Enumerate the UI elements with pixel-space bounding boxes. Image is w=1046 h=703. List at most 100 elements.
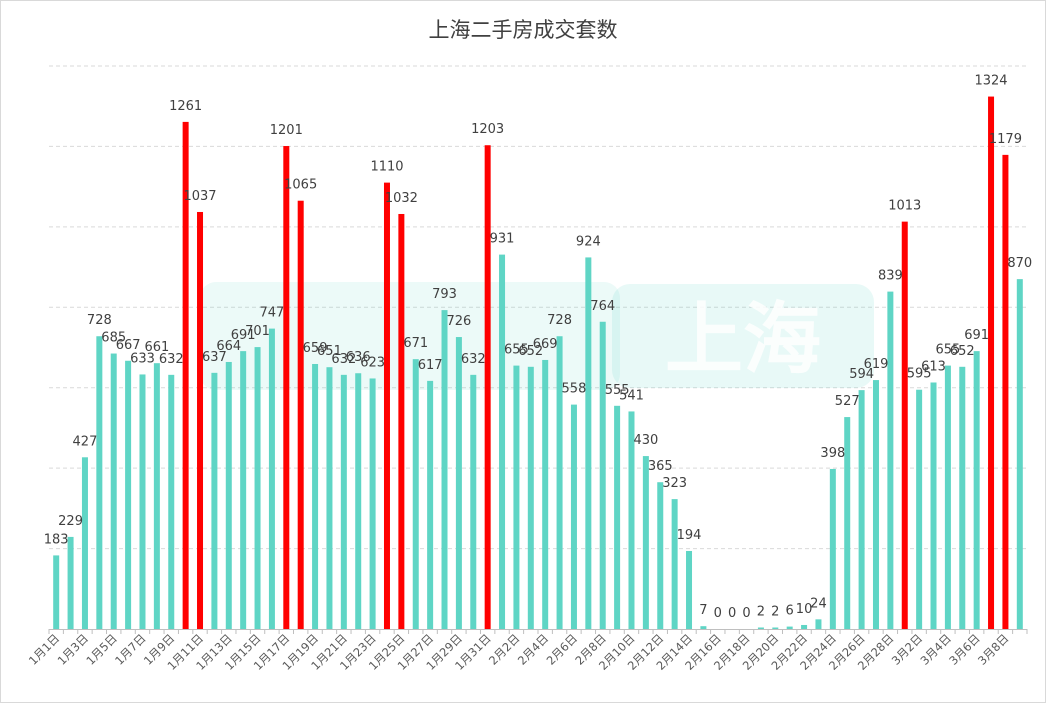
bar-1月12日: [211, 372, 218, 629]
bar-1月26日: [412, 359, 419, 629]
value-label: 2: [771, 605, 779, 620]
value-label: 1261: [169, 99, 202, 114]
x-tick-label: 1月7日: [112, 631, 149, 668]
value-label: 632: [159, 352, 184, 367]
bar-2月22日: [801, 624, 808, 629]
value-label: 1037: [183, 189, 216, 204]
value-label: 430: [633, 433, 658, 448]
value-label: 728: [547, 313, 572, 328]
value-label: 839: [878, 269, 903, 284]
x-tick-label: 1月1日: [26, 631, 63, 668]
bar-2月6日: [570, 404, 577, 629]
bar-1月1日: [53, 555, 60, 629]
bar-1月11日: [197, 211, 204, 630]
bar-1月31日: [484, 145, 491, 629]
value-label: 652: [518, 344, 543, 359]
value-label: 594: [849, 367, 874, 382]
bar-2月26日: [858, 390, 865, 629]
bar-3月6日: [973, 351, 980, 629]
value-label: 10: [796, 602, 813, 617]
value-label: 555: [605, 383, 630, 398]
bar-1月20日: [326, 367, 333, 629]
value-label: 595: [907, 367, 932, 382]
bar-2月12日: [657, 482, 664, 629]
value-label: 632: [331, 352, 356, 367]
bars: [53, 96, 1023, 630]
value-label: 726: [446, 314, 471, 329]
value-label: 1013: [888, 199, 921, 214]
value-label: 632: [461, 352, 486, 367]
bar-1月23日: [369, 378, 376, 629]
bar-1月13日: [225, 361, 232, 629]
bar-1月5日: [110, 353, 117, 629]
value-label: 637: [202, 350, 227, 365]
bar-2月5日: [556, 336, 563, 629]
bar-3月8日: [1002, 154, 1009, 629]
bar-1月17日: [283, 146, 290, 629]
bar-2月10日: [628, 411, 635, 629]
bar-2月23日: [815, 619, 822, 629]
bar-1月21日: [340, 374, 347, 629]
value-label: 667: [116, 338, 141, 353]
value-label: 1324: [974, 74, 1007, 89]
x-tick-label: 3月6日: [946, 631, 983, 668]
x-tick-label: 1月3日: [55, 631, 92, 668]
value-label: 652: [950, 344, 975, 359]
bar-2月2日: [513, 365, 520, 629]
value-label: 617: [418, 358, 443, 373]
value-label: 1203: [471, 122, 504, 137]
bar-1月4日: [96, 336, 103, 629]
bar-1月6日: [125, 360, 132, 629]
x-tick-label: 2月4日: [515, 631, 552, 668]
watermark: 上海: [200, 282, 874, 390]
x-ticks: 1月1日1月3日1月5日1月7日1月9日1月11日1月13日1月15日1月17日…: [26, 629, 1028, 673]
bar-1月24日: [383, 182, 390, 629]
x-tick-label: 2月6日: [544, 631, 581, 668]
watermark-shape-left: [200, 282, 620, 390]
watermark-text: 上海: [665, 295, 821, 385]
value-label: 764: [590, 299, 615, 314]
bar-1月18日: [297, 200, 304, 630]
watermark-shape-right: [612, 284, 874, 388]
value-label: 924: [576, 234, 601, 249]
bar-3月4日: [944, 365, 951, 629]
value-label: 427: [73, 434, 98, 449]
bar-1月2日: [67, 536, 74, 629]
bar-2月15日: [700, 626, 707, 629]
bar-2月11日: [642, 456, 649, 629]
bar-1月10日: [182, 121, 189, 629]
bar-1月25日: [398, 213, 405, 629]
x-tick-label: 3月4日: [918, 631, 955, 668]
value-label: 1179: [989, 132, 1022, 147]
value-label: 1110: [370, 160, 403, 175]
bar-2月13日: [671, 499, 678, 629]
value-label: 655: [935, 343, 960, 358]
value-label: 655: [504, 343, 529, 358]
value-label: 870: [1007, 256, 1032, 271]
value-label: 1201: [270, 123, 303, 138]
value-label: 691: [231, 328, 256, 343]
value-label: 398: [820, 446, 845, 461]
value-label: 623: [360, 355, 385, 370]
bar-1月7日: [139, 374, 146, 629]
value-label: 664: [216, 339, 241, 354]
bar-2月4日: [542, 359, 549, 629]
bar-2月1日: [499, 254, 506, 630]
bar-1月28日: [441, 310, 448, 629]
value-label: 0: [742, 606, 750, 621]
bar-2月9日: [614, 405, 621, 629]
bar-2月27日: [872, 380, 879, 629]
bar-3月2日: [916, 389, 923, 629]
value-labels: 1832294277286856676336616321261103763766…: [44, 74, 1032, 621]
bar-2月25日: [844, 417, 851, 629]
bar-3月9日: [1016, 279, 1023, 629]
bar-2月7日: [585, 257, 592, 629]
bar-2月19日: [757, 627, 764, 629]
bar-2月14日: [686, 550, 693, 629]
value-label: 636: [346, 350, 371, 365]
value-label: 558: [562, 382, 587, 397]
x-tick-label: 2月2日: [486, 631, 523, 668]
value-label: 931: [490, 232, 515, 247]
value-label: 633: [130, 351, 155, 366]
bar-1月14日: [240, 351, 247, 629]
